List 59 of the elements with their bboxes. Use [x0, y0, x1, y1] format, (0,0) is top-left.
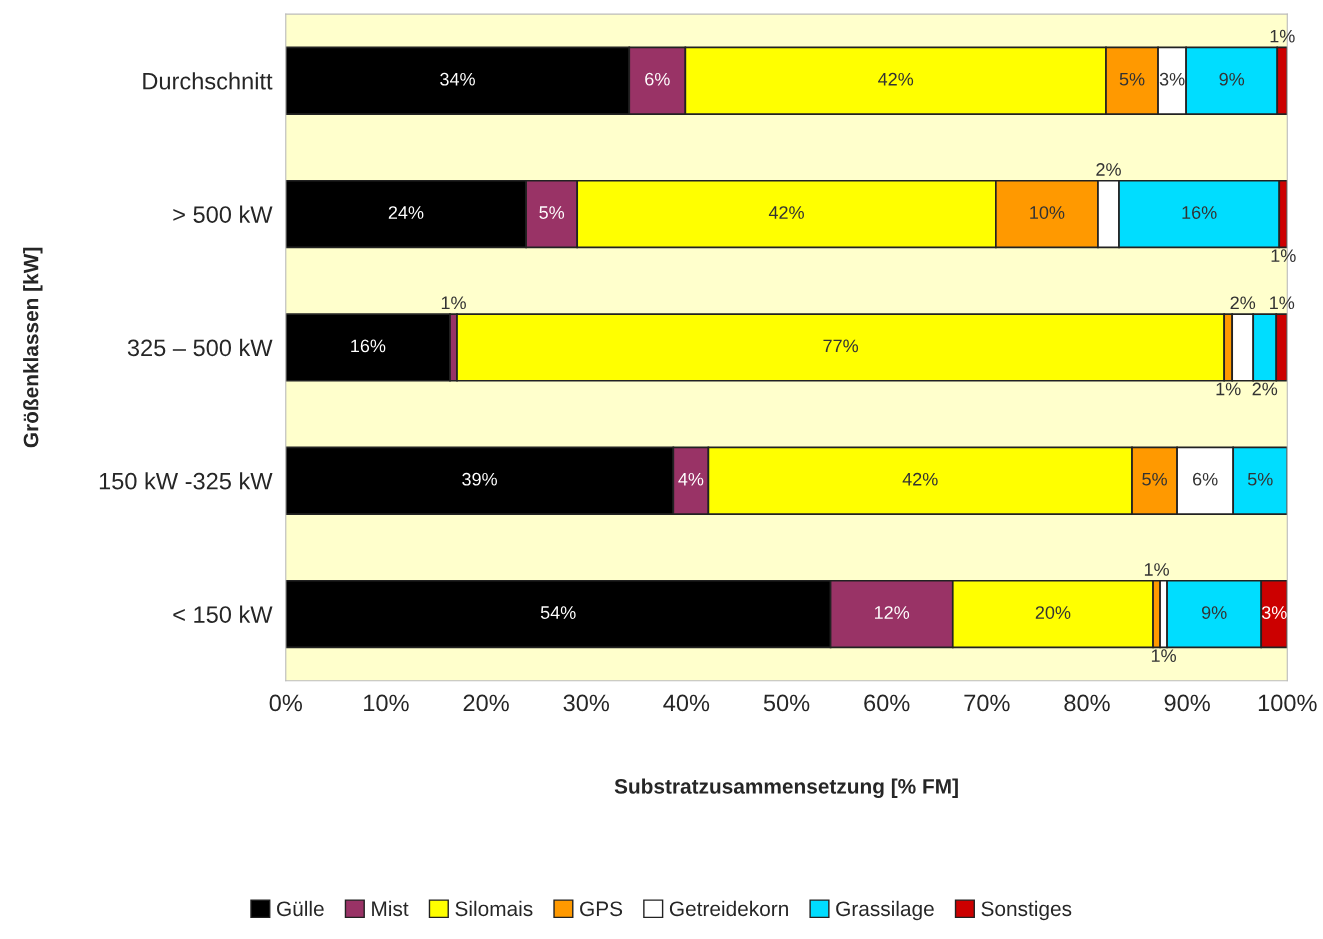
data-label: 77%: [823, 339, 859, 353]
data-label: 12%: [874, 606, 910, 619]
data-label: 1%: [1216, 382, 1241, 396]
x-tick-label: 80%: [1064, 694, 1110, 712]
data-label: 24%: [388, 206, 424, 219]
legend-label: Grassilage: [836, 900, 934, 921]
data-label: 42%: [768, 206, 804, 219]
data-label: 5%: [1119, 72, 1145, 86]
data-label: 1%: [1144, 563, 1169, 576]
legend-label: Mist: [372, 900, 409, 917]
data-label: 16%: [351, 339, 386, 353]
data-label: 1%: [1151, 649, 1176, 662]
data-label: 10%: [1030, 206, 1065, 219]
legend-label: GPS: [580, 901, 623, 917]
data-label: 6%: [645, 72, 670, 86]
data-label: 1%: [1270, 296, 1295, 310]
x-tick-label: 70%: [964, 694, 1010, 712]
data-label: 39%: [462, 472, 497, 486]
x-tick-label: 40%: [663, 694, 710, 712]
y-tick-label: 150 kW -325 kW: [99, 472, 273, 490]
x-tick-label: 50%: [763, 694, 810, 712]
data-label: 2%: [1230, 296, 1256, 310]
y-tick-label: Durchschnitt: [143, 72, 273, 90]
legend-label: Silomais: [455, 900, 533, 917]
data-label: 2%: [1096, 163, 1121, 176]
data-label: 42%: [878, 72, 914, 86]
data-label: 1%: [1270, 29, 1295, 43]
data-label: 1%: [441, 296, 466, 310]
data-label: 3%: [1261, 606, 1287, 619]
data-label: 4%: [678, 472, 704, 486]
data-label: 9%: [1201, 606, 1227, 619]
data-label: 9%: [1219, 72, 1245, 86]
data-label: 5%: [1247, 472, 1273, 486]
data-label: 3%: [1159, 72, 1185, 86]
data-label: 5%: [1142, 472, 1167, 486]
y-tick-label: > 500 kW: [173, 205, 273, 223]
x-tick-label: 30%: [563, 694, 610, 712]
data-label: 1%: [1271, 249, 1296, 262]
data-label: 34%: [440, 72, 475, 86]
x-tick-label: 90%: [1164, 694, 1210, 712]
data-label: 6%: [1193, 472, 1218, 486]
x-axis-title: Substratzusammensetzung [% FM]: [614, 778, 958, 798]
data-label: 54%: [540, 606, 576, 619]
x-tick-label: 10%: [364, 694, 409, 712]
data-label: 16%: [1182, 206, 1217, 219]
data-label: 5%: [539, 206, 565, 219]
data-label: 2%: [1252, 382, 1278, 396]
legend-label: Sonstiges: [981, 900, 1072, 921]
x-tick-label: 0%: [269, 694, 302, 712]
legend-label: Gülle: [277, 900, 324, 917]
y-tick-label: 325 – 500 kW: [127, 338, 273, 357]
data-label: 20%: [1035, 606, 1071, 619]
x-tick-label: 20%: [463, 694, 509, 712]
x-tick-label: 100%: [1258, 694, 1317, 712]
legend-label: Getreidekorn: [669, 900, 788, 917]
y-tick-label: < 150 kW: [173, 605, 273, 623]
x-tick-label: 60%: [864, 694, 910, 712]
y-axis-title: Größenklassen [kW]: [23, 247, 43, 448]
data-label: 42%: [902, 472, 938, 486]
